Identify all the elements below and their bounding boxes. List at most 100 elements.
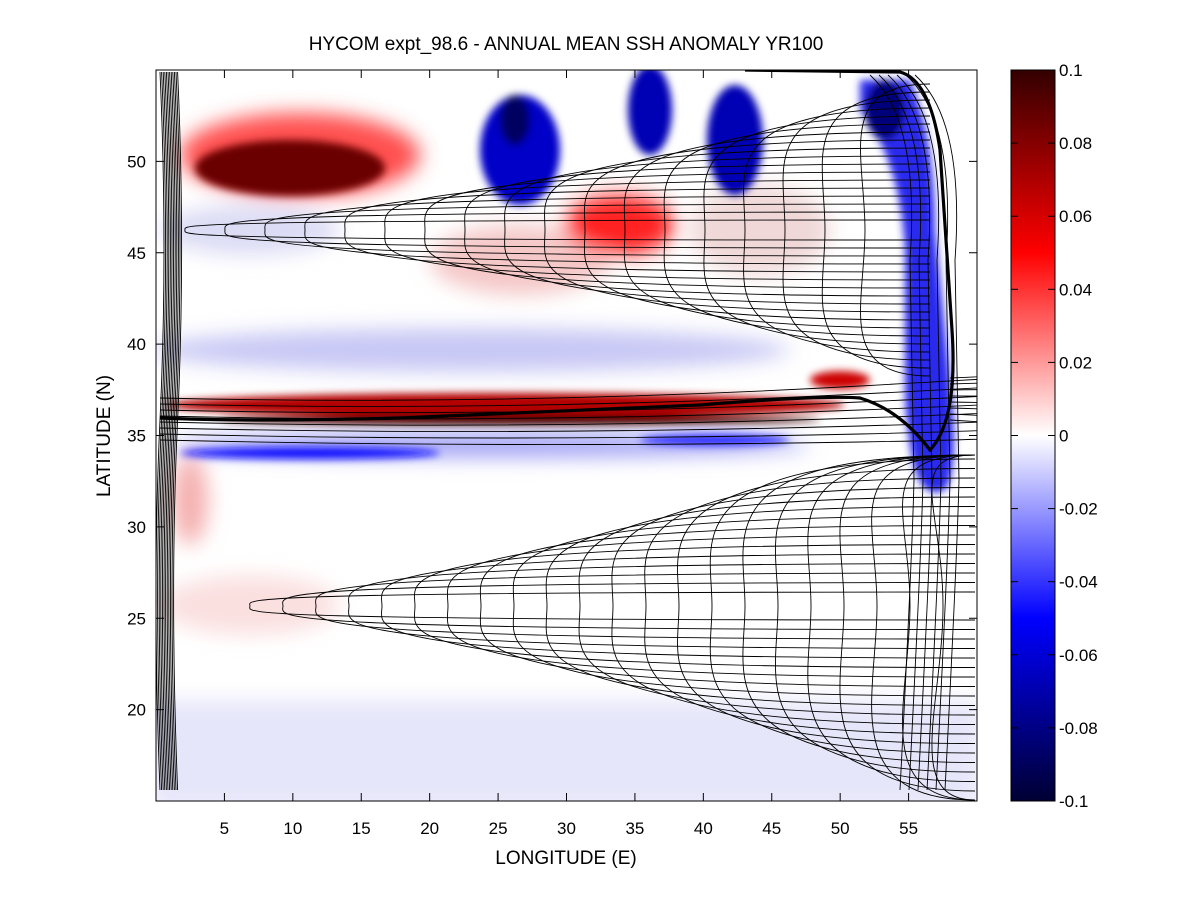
contour-subpolar (184, 219, 931, 241)
contour-subpolar (623, 131, 931, 329)
colorbar-tick-label: 0.1 (1059, 61, 1083, 80)
field-positive-jet (165, 393, 845, 417)
colorbar-tick-label: -0.06 (1059, 646, 1098, 665)
field-negative-26e (480, 95, 560, 205)
contour-eastern-boundary (914, 74, 960, 791)
contour-eastern-boundary (878, 74, 924, 791)
zero-contour-path (159, 70, 955, 453)
y-ticks: 20 25 30 35 40 45 50 (127, 152, 977, 720)
contour-subtropical (677, 468, 976, 744)
contour-subtropical (381, 553, 976, 659)
colorbar-tick-label: -0.1 (1059, 792, 1088, 811)
contour-eastern-boundary (869, 74, 915, 791)
colorbar-tick-label: 0.04 (1059, 280, 1092, 299)
field-positive-north-core (195, 140, 385, 196)
y-tick-label: 20 (127, 701, 146, 720)
plot-area (156, 70, 977, 801)
contour-subtropical (249, 591, 976, 621)
contour-jet (159, 413, 977, 439)
contour-western-boundary (166, 71, 176, 791)
contour-subtropical (545, 506, 976, 706)
contour-subpolar (344, 187, 931, 273)
y-tick-label: 35 (127, 427, 146, 446)
x-tick-label: 10 (283, 819, 302, 838)
y-tick-label: 50 (127, 152, 146, 171)
contour-jet (159, 376, 977, 401)
colorbar-tick-label: 0.06 (1059, 207, 1092, 226)
field-negative-35e (628, 70, 672, 155)
contour-subpolar (504, 155, 931, 305)
contour-subpolar (424, 171, 931, 289)
x-tick-label: 15 (352, 819, 371, 838)
contour-eastern-boundary (887, 74, 933, 791)
contour-western-boundary (160, 71, 170, 791)
y-tick-label: 30 (127, 518, 146, 537)
x-tick-label: 35 (625, 819, 644, 838)
x-tick-label: 45 (762, 819, 781, 838)
x-tick-label: 40 (694, 819, 713, 838)
contour-subtropical (512, 515, 976, 697)
bold-zero-contour (159, 70, 955, 453)
contour-subpolar (224, 211, 931, 249)
contour-subtropical (282, 582, 976, 630)
contour-subtropical (807, 454, 976, 782)
field-negative-band-39n (156, 328, 790, 372)
contour-western-boundary (165, 71, 175, 791)
x-tick-label: 5 (220, 819, 229, 838)
contour-subpolar (583, 139, 931, 321)
contour-subtropical (775, 454, 976, 773)
x-tick-label: 55 (899, 819, 918, 838)
colorbar-tick-label: -0.08 (1059, 719, 1098, 738)
contour-subtropical (931, 454, 976, 801)
x-tick-label: 50 (831, 819, 850, 838)
contour-subtropical (414, 544, 976, 668)
colorbar-tick-label: 0.02 (1059, 353, 1092, 372)
contour-subtropical (839, 454, 976, 792)
contour-jet (159, 407, 977, 433)
contour-subtropical (479, 525, 976, 687)
contour-subpolar (464, 163, 931, 297)
contour-western-boundary (163, 71, 173, 791)
chart-title: HYCOM expt_98.6 - ANNUAL MEAN SSH ANOMAL… (309, 34, 824, 55)
contour-subtropical (709, 458, 976, 754)
field-positive-west-31n (172, 455, 208, 545)
contour-western-boundary (158, 71, 168, 791)
contour-subtropical (315, 572, 976, 640)
contour-subpolar (821, 91, 931, 369)
y-axis-label: LATITUDE (N) (94, 375, 115, 497)
contour-subpolar (663, 123, 931, 337)
y-tick-label: 25 (127, 609, 146, 628)
contour-western-boundary (168, 71, 178, 791)
contour-subtropical (578, 496, 976, 716)
colorbar-gradient (1011, 70, 1055, 801)
field-positive-35e (565, 195, 675, 255)
x-tick-label: 25 (489, 819, 508, 838)
x-axis-label: LONGITUDE (E) (495, 848, 636, 869)
x-ticks: 5 10 15 20 25 30 35 40 45 50 55 (220, 70, 918, 838)
field-negative-eddies-west (180, 447, 440, 459)
contour-subpolar (384, 179, 931, 281)
contour-subpolar (264, 203, 931, 257)
contour-subpolar (304, 195, 931, 265)
contour-subpolar (743, 107, 931, 353)
contour-western-boundary (156, 71, 165, 791)
contour-eastern-boundary (896, 74, 942, 791)
ssh-contours (156, 71, 977, 801)
contour-jet (159, 382, 977, 407)
x-tick-label: 30 (557, 819, 576, 838)
y-tick-label: 45 (127, 244, 146, 263)
x-tick-label: 20 (420, 819, 439, 838)
contour-subtropical (742, 454, 976, 763)
field-negative-gyre-center (160, 205, 340, 255)
contour-subpolar (860, 83, 931, 377)
contour-subtropical (644, 477, 976, 735)
field-south-faint-negative (156, 700, 977, 801)
contour-subpolar (782, 99, 931, 361)
contour-subtropical (871, 454, 976, 801)
colorbar-tick-label: -0.02 (1059, 500, 1098, 519)
field-positive-east (690, 185, 830, 275)
field-negative-42e (707, 85, 763, 195)
contour-subtropical (348, 563, 976, 649)
contour-jet (159, 401, 977, 426)
